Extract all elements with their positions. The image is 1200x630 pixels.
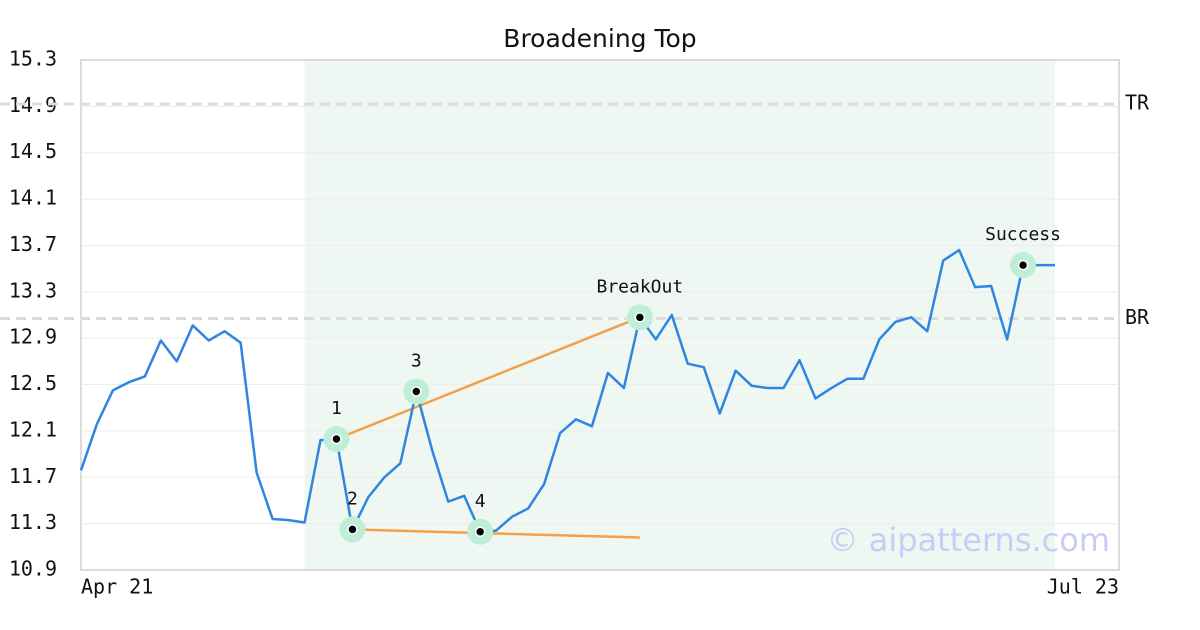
y-tick-label: 15.3 — [9, 47, 57, 71]
annotation-label: 4 — [475, 491, 486, 512]
x-tick-label: Apr 21 — [81, 575, 153, 599]
point-dot — [331, 433, 342, 445]
y-tick-label: 13.7 — [9, 232, 57, 256]
y-tick-label: 12.9 — [9, 325, 57, 349]
y-tick-label: 13.3 — [9, 278, 57, 302]
plot-frame — [80, 59, 1120, 571]
annotation-label: 1 — [331, 398, 342, 419]
point-dot — [411, 386, 422, 397]
point-dot — [474, 526, 486, 537]
y-tick-label: 11.7 — [9, 464, 57, 488]
chart-title: Broadening Top — [503, 24, 696, 53]
watermark: © aipatterns.com — [827, 521, 1110, 559]
y-tick-label: 10.9 — [9, 557, 57, 581]
point-dot — [347, 524, 358, 535]
annotation-label: BreakOut — [597, 276, 684, 297]
y-tick-label: 12.1 — [9, 417, 57, 441]
price-line — [79, 248, 1055, 533]
trendline — [336, 316, 641, 441]
point-dot — [1017, 259, 1029, 271]
pattern-region — [304, 60, 1055, 570]
annotation-label: Success — [985, 224, 1061, 245]
trendline — [352, 528, 640, 539]
y-tick-label: 12.5 — [9, 371, 57, 395]
y-tick-label: 14.5 — [9, 139, 57, 163]
x-tick-label: Jul 23 — [1047, 575, 1119, 599]
point-dot — [634, 312, 646, 323]
reference-label: TR — [1125, 91, 1150, 115]
y-tick-label: 11.3 — [9, 510, 57, 534]
annotation-label: 2 — [347, 488, 358, 509]
reference-label: BR — [1125, 305, 1150, 329]
y-tick-label: 14.1 — [9, 186, 57, 210]
annotation-label: 3 — [411, 351, 422, 372]
